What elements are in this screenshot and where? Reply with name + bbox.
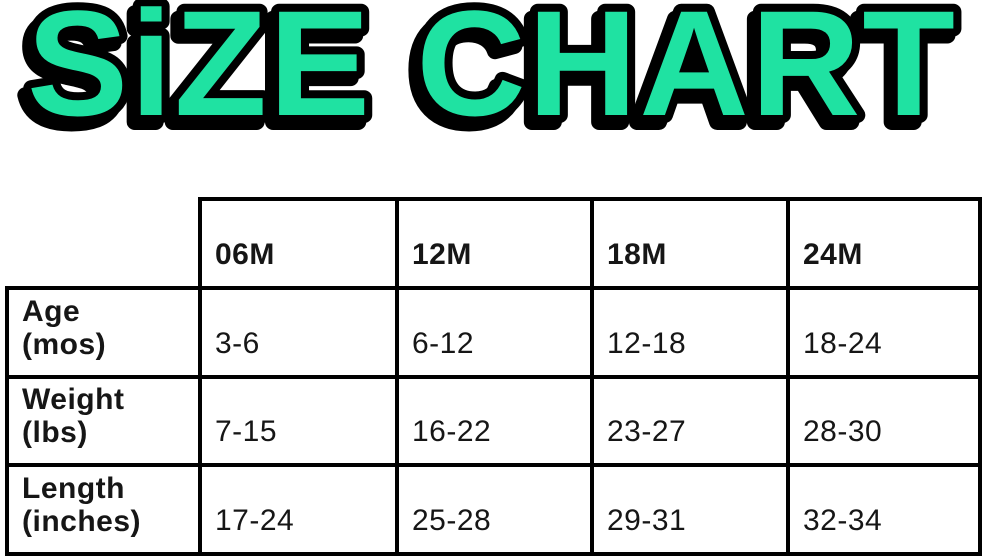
page-title-shadow: SiZE CHART (21, 0, 951, 154)
cell-length-24m: 32-34 (786, 463, 982, 556)
column-header-06m: 06M (198, 197, 399, 290)
cell-length-12m: 25-28 (395, 463, 594, 556)
column-header-24m: 24M (786, 197, 982, 290)
title-art: SiZE CHART SiZE CHART (13, 0, 963, 160)
column-header-18m: 18M (590, 197, 790, 290)
table-row-weight: Weight (lbs) 7-15 16-22 23-27 28-30 (5, 374, 982, 468)
cell-age-18m: 12-18 (590, 285, 790, 379)
cell-age-12m: 6-12 (395, 285, 594, 379)
cell-length-06m: 17-24 (198, 463, 399, 556)
size-table: 06M 12M 18M 24M Age (mos) 3-6 6-12 12-18… (5, 197, 982, 556)
cell-weight-24m: 28-30 (786, 374, 982, 468)
row-label-age: Age (mos) (5, 285, 202, 379)
table-row-age: Age (mos) 3-6 6-12 12-18 18-24 (5, 285, 982, 379)
header-row: 06M 12M 18M 24M (7, 197, 982, 290)
page-title: SiZE CHART (27, 0, 957, 147)
table-row-length: Length (inches) 17-24 25-28 29-31 32-34 (5, 463, 982, 556)
row-label-weight: Weight (lbs) (5, 374, 202, 468)
corner-cell (7, 199, 200, 288)
cell-length-18m: 29-31 (590, 463, 790, 556)
cell-weight-12m: 16-22 (395, 374, 594, 468)
cell-weight-06m: 7-15 (198, 374, 399, 468)
cell-age-24m: 18-24 (786, 285, 982, 379)
cell-age-06m: 3-6 (198, 285, 399, 379)
column-header-12m: 12M (395, 197, 594, 290)
cell-weight-18m: 23-27 (590, 374, 790, 468)
row-label-length: Length (inches) (5, 463, 202, 556)
